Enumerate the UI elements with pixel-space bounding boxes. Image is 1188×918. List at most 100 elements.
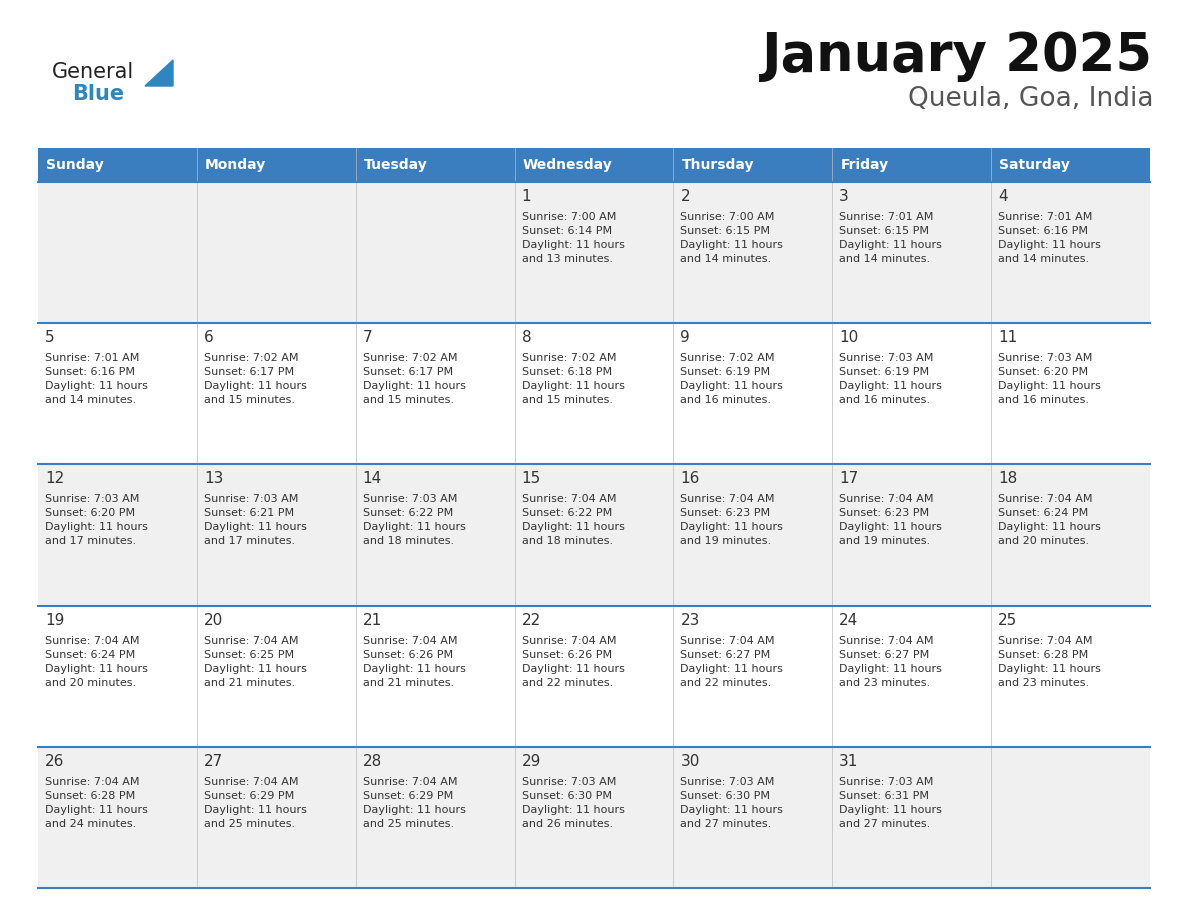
Bar — [38, 182, 1150, 323]
Text: and 14 minutes.: and 14 minutes. — [681, 254, 771, 264]
Text: Sunset: 6:27 PM: Sunset: 6:27 PM — [839, 650, 929, 660]
Text: Daylight: 11 hours: Daylight: 11 hours — [45, 522, 147, 532]
Text: Sunset: 6:19 PM: Sunset: 6:19 PM — [681, 367, 771, 377]
Text: Sunset: 6:29 PM: Sunset: 6:29 PM — [204, 790, 295, 800]
Bar — [38, 606, 1150, 747]
Text: Sunset: 6:23 PM: Sunset: 6:23 PM — [839, 509, 929, 519]
Text: Sunset: 6:22 PM: Sunset: 6:22 PM — [362, 509, 453, 519]
Text: 16: 16 — [681, 472, 700, 487]
Text: 27: 27 — [204, 754, 223, 768]
Text: Sunset: 6:20 PM: Sunset: 6:20 PM — [998, 367, 1088, 377]
Text: and 17 minutes.: and 17 minutes. — [45, 536, 137, 546]
Text: Daylight: 11 hours: Daylight: 11 hours — [998, 240, 1101, 250]
Text: January 2025: January 2025 — [762, 30, 1154, 82]
Text: 28: 28 — [362, 754, 383, 768]
Text: Sunrise: 7:01 AM: Sunrise: 7:01 AM — [45, 353, 139, 364]
Text: Sunset: 6:20 PM: Sunset: 6:20 PM — [45, 509, 135, 519]
Text: Daylight: 11 hours: Daylight: 11 hours — [681, 240, 783, 250]
Text: and 25 minutes.: and 25 minutes. — [204, 819, 295, 829]
Text: Daylight: 11 hours: Daylight: 11 hours — [839, 240, 942, 250]
Text: Sunrise: 7:04 AM: Sunrise: 7:04 AM — [522, 495, 617, 504]
Text: 25: 25 — [998, 612, 1017, 628]
Text: Sunrise: 7:03 AM: Sunrise: 7:03 AM — [362, 495, 457, 504]
Text: Sunrise: 7:02 AM: Sunrise: 7:02 AM — [362, 353, 457, 364]
Text: Sunset: 6:23 PM: Sunset: 6:23 PM — [681, 509, 771, 519]
Text: 2: 2 — [681, 189, 690, 204]
Text: 17: 17 — [839, 472, 859, 487]
Text: 23: 23 — [681, 612, 700, 628]
Bar — [38, 148, 1150, 182]
Text: and 14 minutes.: and 14 minutes. — [839, 254, 930, 264]
Text: 13: 13 — [204, 472, 223, 487]
Text: and 20 minutes.: and 20 minutes. — [998, 536, 1089, 546]
Text: Sunset: 6:14 PM: Sunset: 6:14 PM — [522, 226, 612, 236]
Text: Saturday: Saturday — [999, 158, 1070, 172]
Text: and 18 minutes.: and 18 minutes. — [362, 536, 454, 546]
Text: and 21 minutes.: and 21 minutes. — [362, 677, 454, 688]
Text: Daylight: 11 hours: Daylight: 11 hours — [204, 805, 307, 815]
Text: Sunrise: 7:04 AM: Sunrise: 7:04 AM — [362, 635, 457, 645]
Text: Daylight: 11 hours: Daylight: 11 hours — [998, 522, 1101, 532]
Text: 14: 14 — [362, 472, 383, 487]
Text: Sunset: 6:21 PM: Sunset: 6:21 PM — [204, 509, 293, 519]
Text: Daylight: 11 hours: Daylight: 11 hours — [204, 522, 307, 532]
Text: Sunrise: 7:03 AM: Sunrise: 7:03 AM — [839, 353, 934, 364]
Text: Sunset: 6:26 PM: Sunset: 6:26 PM — [362, 650, 453, 660]
Text: 3: 3 — [839, 189, 849, 204]
Text: and 26 minutes.: and 26 minutes. — [522, 819, 613, 829]
Text: and 14 minutes.: and 14 minutes. — [998, 254, 1089, 264]
Text: Sunrise: 7:04 AM: Sunrise: 7:04 AM — [839, 495, 934, 504]
Text: Sunrise: 7:00 AM: Sunrise: 7:00 AM — [522, 212, 615, 222]
Text: Daylight: 11 hours: Daylight: 11 hours — [45, 381, 147, 391]
Text: and 18 minutes.: and 18 minutes. — [522, 536, 613, 546]
Text: and 19 minutes.: and 19 minutes. — [681, 536, 771, 546]
Text: General: General — [52, 62, 134, 82]
Text: Sunrise: 7:04 AM: Sunrise: 7:04 AM — [839, 635, 934, 645]
Text: Sunrise: 7:03 AM: Sunrise: 7:03 AM — [45, 495, 139, 504]
Text: and 20 minutes.: and 20 minutes. — [45, 677, 137, 688]
Text: Daylight: 11 hours: Daylight: 11 hours — [45, 805, 147, 815]
Text: Sunrise: 7:04 AM: Sunrise: 7:04 AM — [998, 635, 1093, 645]
Text: Daylight: 11 hours: Daylight: 11 hours — [681, 805, 783, 815]
Text: Sunday: Sunday — [46, 158, 103, 172]
Text: Sunset: 6:16 PM: Sunset: 6:16 PM — [998, 226, 1088, 236]
Text: and 16 minutes.: and 16 minutes. — [998, 396, 1089, 405]
Text: Sunrise: 7:03 AM: Sunrise: 7:03 AM — [839, 777, 934, 787]
Text: and 24 minutes.: and 24 minutes. — [45, 819, 137, 829]
Text: Sunset: 6:19 PM: Sunset: 6:19 PM — [839, 367, 929, 377]
Text: Sunset: 6:24 PM: Sunset: 6:24 PM — [45, 650, 135, 660]
Text: Sunset: 6:17 PM: Sunset: 6:17 PM — [204, 367, 293, 377]
Text: Sunset: 6:30 PM: Sunset: 6:30 PM — [681, 790, 771, 800]
Text: and 15 minutes.: and 15 minutes. — [522, 396, 613, 405]
Text: and 23 minutes.: and 23 minutes. — [839, 677, 930, 688]
Text: 7: 7 — [362, 330, 372, 345]
Text: Blue: Blue — [72, 84, 124, 104]
Text: 15: 15 — [522, 472, 541, 487]
Text: Thursday: Thursday — [682, 158, 754, 172]
Text: and 15 minutes.: and 15 minutes. — [362, 396, 454, 405]
Text: and 21 minutes.: and 21 minutes. — [204, 677, 295, 688]
Text: Sunrise: 7:04 AM: Sunrise: 7:04 AM — [998, 495, 1093, 504]
Text: 18: 18 — [998, 472, 1017, 487]
Text: and 17 minutes.: and 17 minutes. — [204, 536, 295, 546]
Text: Daylight: 11 hours: Daylight: 11 hours — [522, 381, 625, 391]
Text: Sunset: 6:26 PM: Sunset: 6:26 PM — [522, 650, 612, 660]
Text: 11: 11 — [998, 330, 1017, 345]
Text: Sunrise: 7:04 AM: Sunrise: 7:04 AM — [681, 495, 775, 504]
Text: 20: 20 — [204, 612, 223, 628]
Text: Sunset: 6:28 PM: Sunset: 6:28 PM — [998, 650, 1088, 660]
Text: and 25 minutes.: and 25 minutes. — [362, 819, 454, 829]
Text: and 27 minutes.: and 27 minutes. — [681, 819, 772, 829]
Text: Daylight: 11 hours: Daylight: 11 hours — [362, 522, 466, 532]
Text: Daylight: 11 hours: Daylight: 11 hours — [998, 664, 1101, 674]
Text: Sunset: 6:17 PM: Sunset: 6:17 PM — [362, 367, 453, 377]
Text: Sunrise: 7:04 AM: Sunrise: 7:04 AM — [204, 777, 298, 787]
Text: Sunset: 6:29 PM: Sunset: 6:29 PM — [362, 790, 453, 800]
Text: 4: 4 — [998, 189, 1007, 204]
Text: Sunset: 6:22 PM: Sunset: 6:22 PM — [522, 509, 612, 519]
Text: Daylight: 11 hours: Daylight: 11 hours — [839, 805, 942, 815]
Text: Daylight: 11 hours: Daylight: 11 hours — [839, 522, 942, 532]
Text: Sunrise: 7:03 AM: Sunrise: 7:03 AM — [681, 777, 775, 787]
Text: 10: 10 — [839, 330, 859, 345]
Text: 21: 21 — [362, 612, 383, 628]
